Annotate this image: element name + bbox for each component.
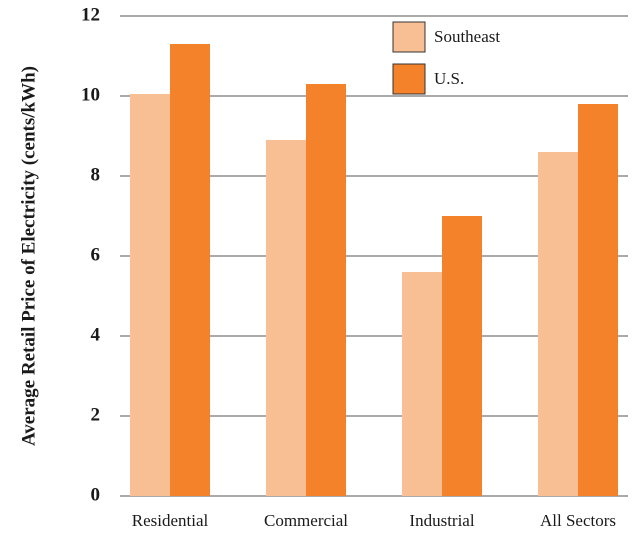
y-tick-label: 12: [81, 4, 100, 25]
y-tick-label: 2: [91, 404, 101, 425]
legend-swatch: [392, 63, 426, 95]
bar: [266, 140, 306, 496]
bar: [170, 44, 210, 496]
legend-label: U.S.: [434, 69, 464, 88]
y-tick-label: 4: [91, 324, 101, 345]
y-tick-label: 0: [91, 484, 101, 505]
bar: [402, 272, 442, 496]
bar: [538, 152, 578, 496]
bar: [130, 94, 170, 496]
y-tick-label: 8: [91, 164, 101, 185]
y-axis-title: Average Retail Price of Electricity (cen…: [18, 66, 39, 446]
x-tick-label: Industrial: [409, 511, 474, 530]
x-tick-label: Commercial: [264, 511, 348, 530]
bar: [306, 84, 346, 496]
bar: [442, 216, 482, 496]
x-tick-label: All Sectors: [540, 511, 616, 530]
y-tick-label: 6: [91, 244, 101, 265]
y-tick-label: 10: [81, 84, 100, 105]
x-tick-label: Residential: [132, 511, 209, 530]
bar: [578, 104, 618, 496]
legend-swatch: [392, 21, 426, 53]
legend-label: Southeast: [434, 27, 500, 46]
